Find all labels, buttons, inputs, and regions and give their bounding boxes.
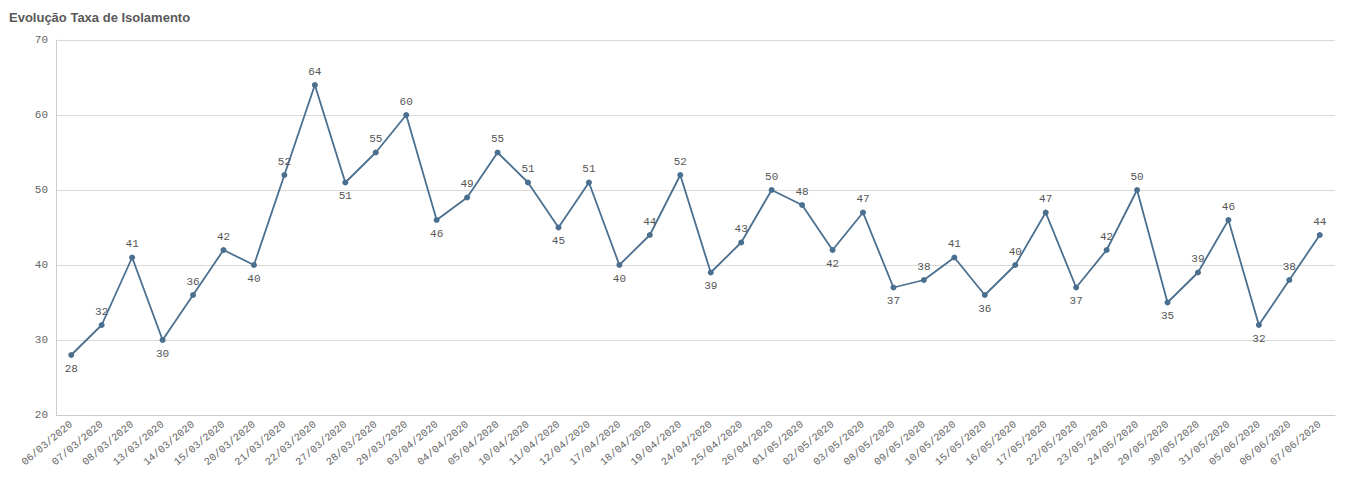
svg-text:29/05/2020: 29/05/2020 (1115, 418, 1172, 469)
svg-text:02/05/2020: 02/05/2020 (780, 418, 837, 469)
svg-text:37: 37 (887, 295, 900, 307)
svg-text:07/06/2020: 07/06/2020 (1268, 418, 1324, 468)
svg-text:22/03/2020: 22/03/2020 (262, 418, 319, 469)
svg-text:28: 28 (65, 363, 78, 375)
svg-text:20: 20 (35, 409, 48, 421)
svg-text:51: 51 (582, 163, 596, 175)
svg-text:70: 70 (35, 34, 48, 46)
svg-text:01/05/2020: 01/05/2020 (750, 418, 806, 469)
svg-text:24/04/2020: 24/04/2020 (658, 418, 715, 469)
svg-text:20/03/2020: 20/03/2020 (201, 418, 258, 469)
svg-text:25/04/2020: 25/04/2020 (689, 418, 745, 469)
svg-text:55: 55 (491, 133, 504, 145)
svg-text:12/04/2020: 12/04/2020 (536, 418, 593, 469)
svg-text:03/04/2020: 03/04/2020 (384, 418, 441, 469)
svg-text:26/04/2020: 26/04/2020 (719, 418, 776, 469)
svg-text:03/05/2020: 03/05/2020 (810, 418, 867, 469)
svg-text:15/05/2020: 15/05/2020 (932, 418, 989, 469)
svg-text:45: 45 (552, 235, 565, 247)
svg-text:39: 39 (704, 280, 717, 292)
svg-text:22/05/2020: 22/05/2020 (1024, 418, 1080, 469)
svg-text:07/03/2020: 07/03/2020 (49, 418, 106, 469)
svg-text:32: 32 (1252, 333, 1265, 345)
svg-text:13/03/2020: 13/03/2020 (110, 418, 167, 469)
svg-text:21/03/2020: 21/03/2020 (232, 418, 289, 469)
svg-text:44: 44 (1313, 216, 1327, 228)
svg-text:38: 38 (1283, 261, 1296, 273)
svg-text:55: 55 (369, 133, 382, 145)
svg-text:40: 40 (613, 273, 626, 285)
svg-text:31/05/2020: 31/05/2020 (1176, 418, 1233, 469)
svg-text:24/05/2020: 24/05/2020 (1084, 418, 1141, 469)
svg-text:Evolução Taxa de Isolamento: Evolução Taxa de Isolamento (9, 10, 190, 25)
svg-text:38: 38 (917, 261, 930, 273)
svg-text:52: 52 (278, 156, 291, 168)
svg-text:15/03/2020: 15/03/2020 (171, 418, 228, 469)
svg-text:42: 42 (217, 231, 230, 243)
svg-text:16/05/2020: 16/05/2020 (963, 418, 1020, 469)
svg-text:50: 50 (765, 171, 778, 183)
svg-text:17/05/2020: 17/05/2020 (993, 418, 1050, 469)
svg-text:30/05/2020: 30/05/2020 (1145, 418, 1202, 469)
svg-text:36: 36 (186, 276, 199, 288)
svg-text:36: 36 (978, 303, 991, 315)
svg-text:08/05/2020: 08/05/2020 (841, 418, 898, 469)
svg-text:47: 47 (1039, 193, 1052, 205)
svg-text:08/03/2020: 08/03/2020 (80, 418, 136, 469)
svg-text:27/03/2020: 27/03/2020 (293, 418, 350, 469)
svg-text:40: 40 (247, 273, 260, 285)
svg-text:60: 60 (400, 96, 413, 108)
svg-text:51: 51 (521, 163, 535, 175)
svg-text:50: 50 (35, 184, 48, 196)
svg-text:52: 52 (674, 156, 687, 168)
svg-text:30: 30 (35, 334, 48, 346)
svg-text:09/05/2020: 09/05/2020 (871, 418, 928, 469)
svg-text:37: 37 (1070, 295, 1083, 307)
svg-text:05/04/2020: 05/04/2020 (445, 418, 502, 469)
svg-text:32: 32 (95, 306, 108, 318)
svg-text:10/04/2020: 10/04/2020 (475, 418, 532, 469)
svg-text:06/03/2020: 06/03/2020 (19, 418, 76, 469)
svg-text:46: 46 (1222, 201, 1235, 213)
svg-text:48: 48 (795, 186, 808, 198)
svg-text:42: 42 (826, 258, 839, 270)
svg-text:14/03/2020: 14/03/2020 (140, 418, 197, 469)
svg-text:11/04/2020: 11/04/2020 (506, 418, 563, 469)
svg-text:18/04/2020: 18/04/2020 (597, 418, 654, 469)
svg-text:29/03/2020: 29/03/2020 (354, 418, 411, 469)
svg-text:64: 64 (308, 66, 322, 78)
svg-text:30: 30 (156, 348, 169, 360)
svg-text:10/05/2020: 10/05/2020 (902, 418, 959, 469)
svg-text:43: 43 (735, 223, 748, 235)
svg-text:19/04/2020: 19/04/2020 (628, 418, 685, 469)
svg-text:50: 50 (1130, 171, 1143, 183)
svg-text:35: 35 (1161, 310, 1174, 322)
svg-text:40: 40 (1009, 246, 1022, 258)
svg-text:39: 39 (1191, 253, 1204, 265)
svg-text:51: 51 (339, 190, 353, 202)
svg-text:23/05/2020: 23/05/2020 (1054, 418, 1111, 469)
svg-text:42: 42 (1100, 231, 1113, 243)
svg-text:49: 49 (461, 178, 474, 190)
svg-text:44: 44 (643, 216, 657, 228)
svg-text:41: 41 (948, 238, 962, 250)
svg-text:47: 47 (856, 193, 869, 205)
svg-text:41: 41 (126, 238, 140, 250)
svg-text:40: 40 (35, 259, 48, 271)
svg-text:46: 46 (430, 228, 443, 240)
svg-text:60: 60 (35, 109, 48, 121)
svg-text:04/04/2020: 04/04/2020 (415, 418, 471, 469)
svg-text:28/03/2020: 28/03/2020 (323, 418, 380, 469)
svg-text:06/06/2020: 06/06/2020 (1237, 418, 1294, 469)
svg-text:05/06/2020: 05/06/2020 (1206, 418, 1263, 469)
svg-text:17/04/2020: 17/04/2020 (567, 418, 624, 469)
